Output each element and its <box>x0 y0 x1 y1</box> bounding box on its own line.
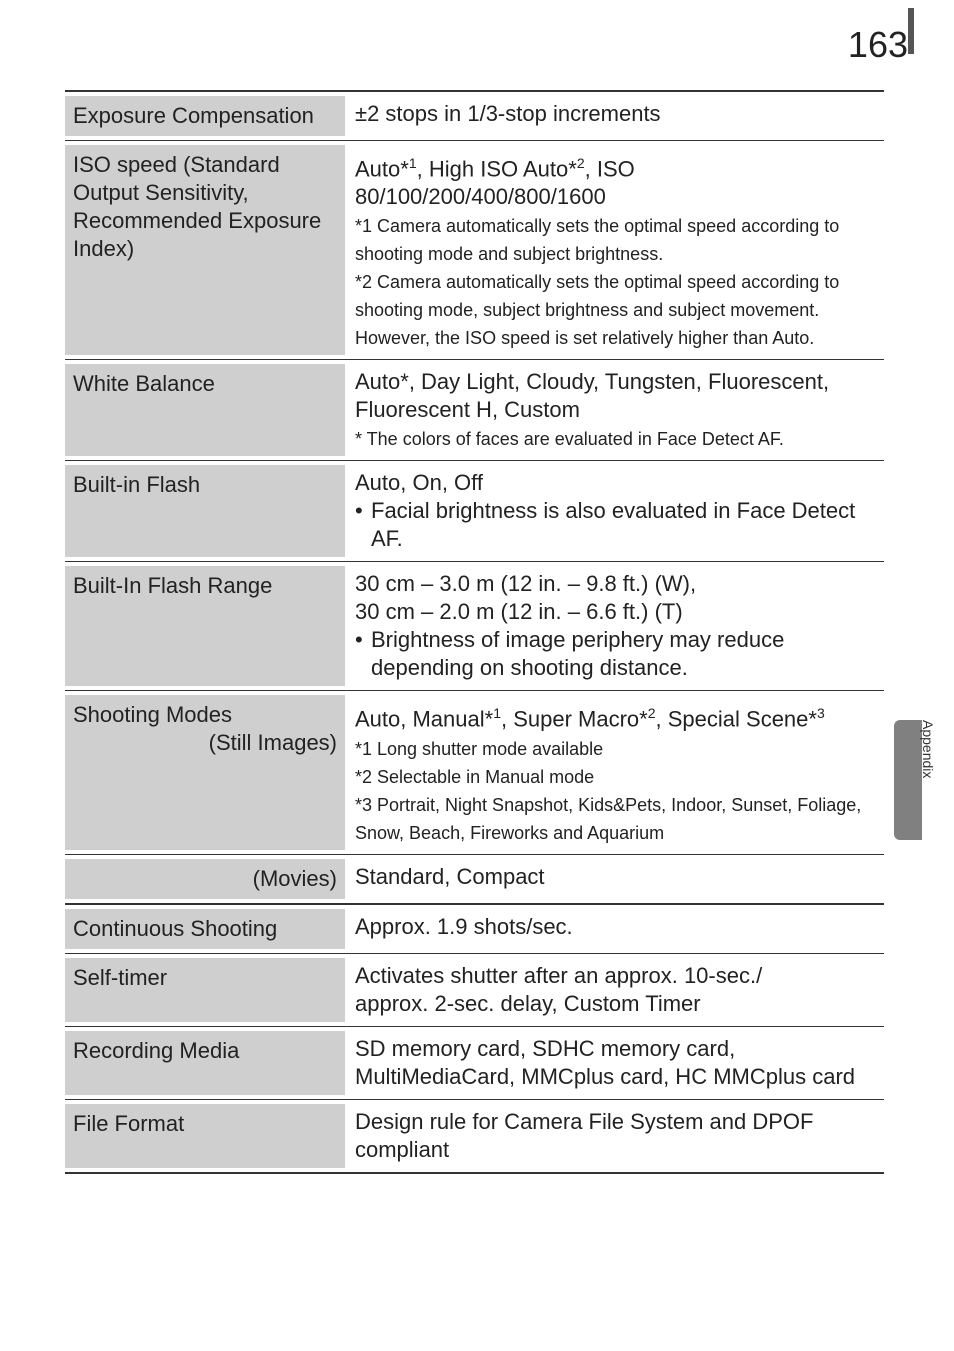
spec-label: Self-timer <box>65 958 345 1022</box>
spec-value: SD memory card, SDHC memory card, MultiM… <box>349 1031 884 1095</box>
table-row: Exposure Compensation±2 stops in 1/3-sto… <box>65 92 884 141</box>
table-row: Self-timerActivates shutter after an app… <box>65 954 884 1027</box>
corner-mark <box>908 8 914 54</box>
table-row: Built-In Flash Range30 cm – 3.0 m (12 in… <box>65 562 884 691</box>
spec-label: Exposure Compensation <box>65 96 345 136</box>
spec-value: Auto, Manual*1, Super Macro*2, Special S… <box>349 695 884 849</box>
spec-label: Shooting Modes(Still Images) <box>65 695 345 849</box>
spec-value: Approx. 1.9 shots/sec. <box>349 909 884 949</box>
spec-value: Standard, Compact <box>349 859 884 899</box>
spec-value: Auto*, Day Light, Cloudy, Tungsten, Fluo… <box>349 364 884 456</box>
spec-value: 30 cm – 3.0 m (12 in. – 9.8 ft.) (W),30 … <box>349 566 884 686</box>
table-row: Shooting Modes(Still Images)Auto, Manual… <box>65 691 884 854</box>
table-row: Built-in FlashAuto, On, OffFacial bright… <box>65 461 884 562</box>
table-row: ISO speed (Standard Output Sensitivity, … <box>65 141 884 360</box>
spec-table: Exposure Compensation±2 stops in 1/3-sto… <box>65 90 884 1174</box>
spec-value: Design rule for Camera File System and D… <box>349 1104 884 1168</box>
spec-label: ISO speed (Standard Output Sensitivity, … <box>65 145 345 355</box>
side-label: Appendix <box>920 720 936 778</box>
spec-label: Continuous Shooting <box>65 909 345 949</box>
page-number: 163 <box>848 24 908 66</box>
table-row: (Movies)Standard, Compact <box>65 855 884 905</box>
spec-value: Activates shutter after an approx. 10-se… <box>349 958 884 1022</box>
spec-label: Recording Media <box>65 1031 345 1095</box>
spec-value: ±2 stops in 1/3-stop increments <box>349 96 884 136</box>
table-row: White BalanceAuto*, Day Light, Cloudy, T… <box>65 360 884 461</box>
spec-value: Auto, On, OffFacial brightness is also e… <box>349 465 884 557</box>
table-row: Continuous ShootingApprox. 1.9 shots/sec… <box>65 905 884 954</box>
spec-label: File Format <box>65 1104 345 1168</box>
spec-label: Built-in Flash <box>65 465 345 557</box>
side-tab <box>894 720 922 840</box>
table-row: Recording MediaSD memory card, SDHC memo… <box>65 1027 884 1100</box>
spec-label: White Balance <box>65 364 345 456</box>
spec-label: (Movies) <box>65 859 345 899</box>
spec-label: Built-In Flash Range <box>65 566 345 686</box>
table-row: File FormatDesign rule for Camera File S… <box>65 1100 884 1174</box>
spec-value: Auto*1, High ISO Auto*2, ISO 80/100/200/… <box>349 145 884 355</box>
